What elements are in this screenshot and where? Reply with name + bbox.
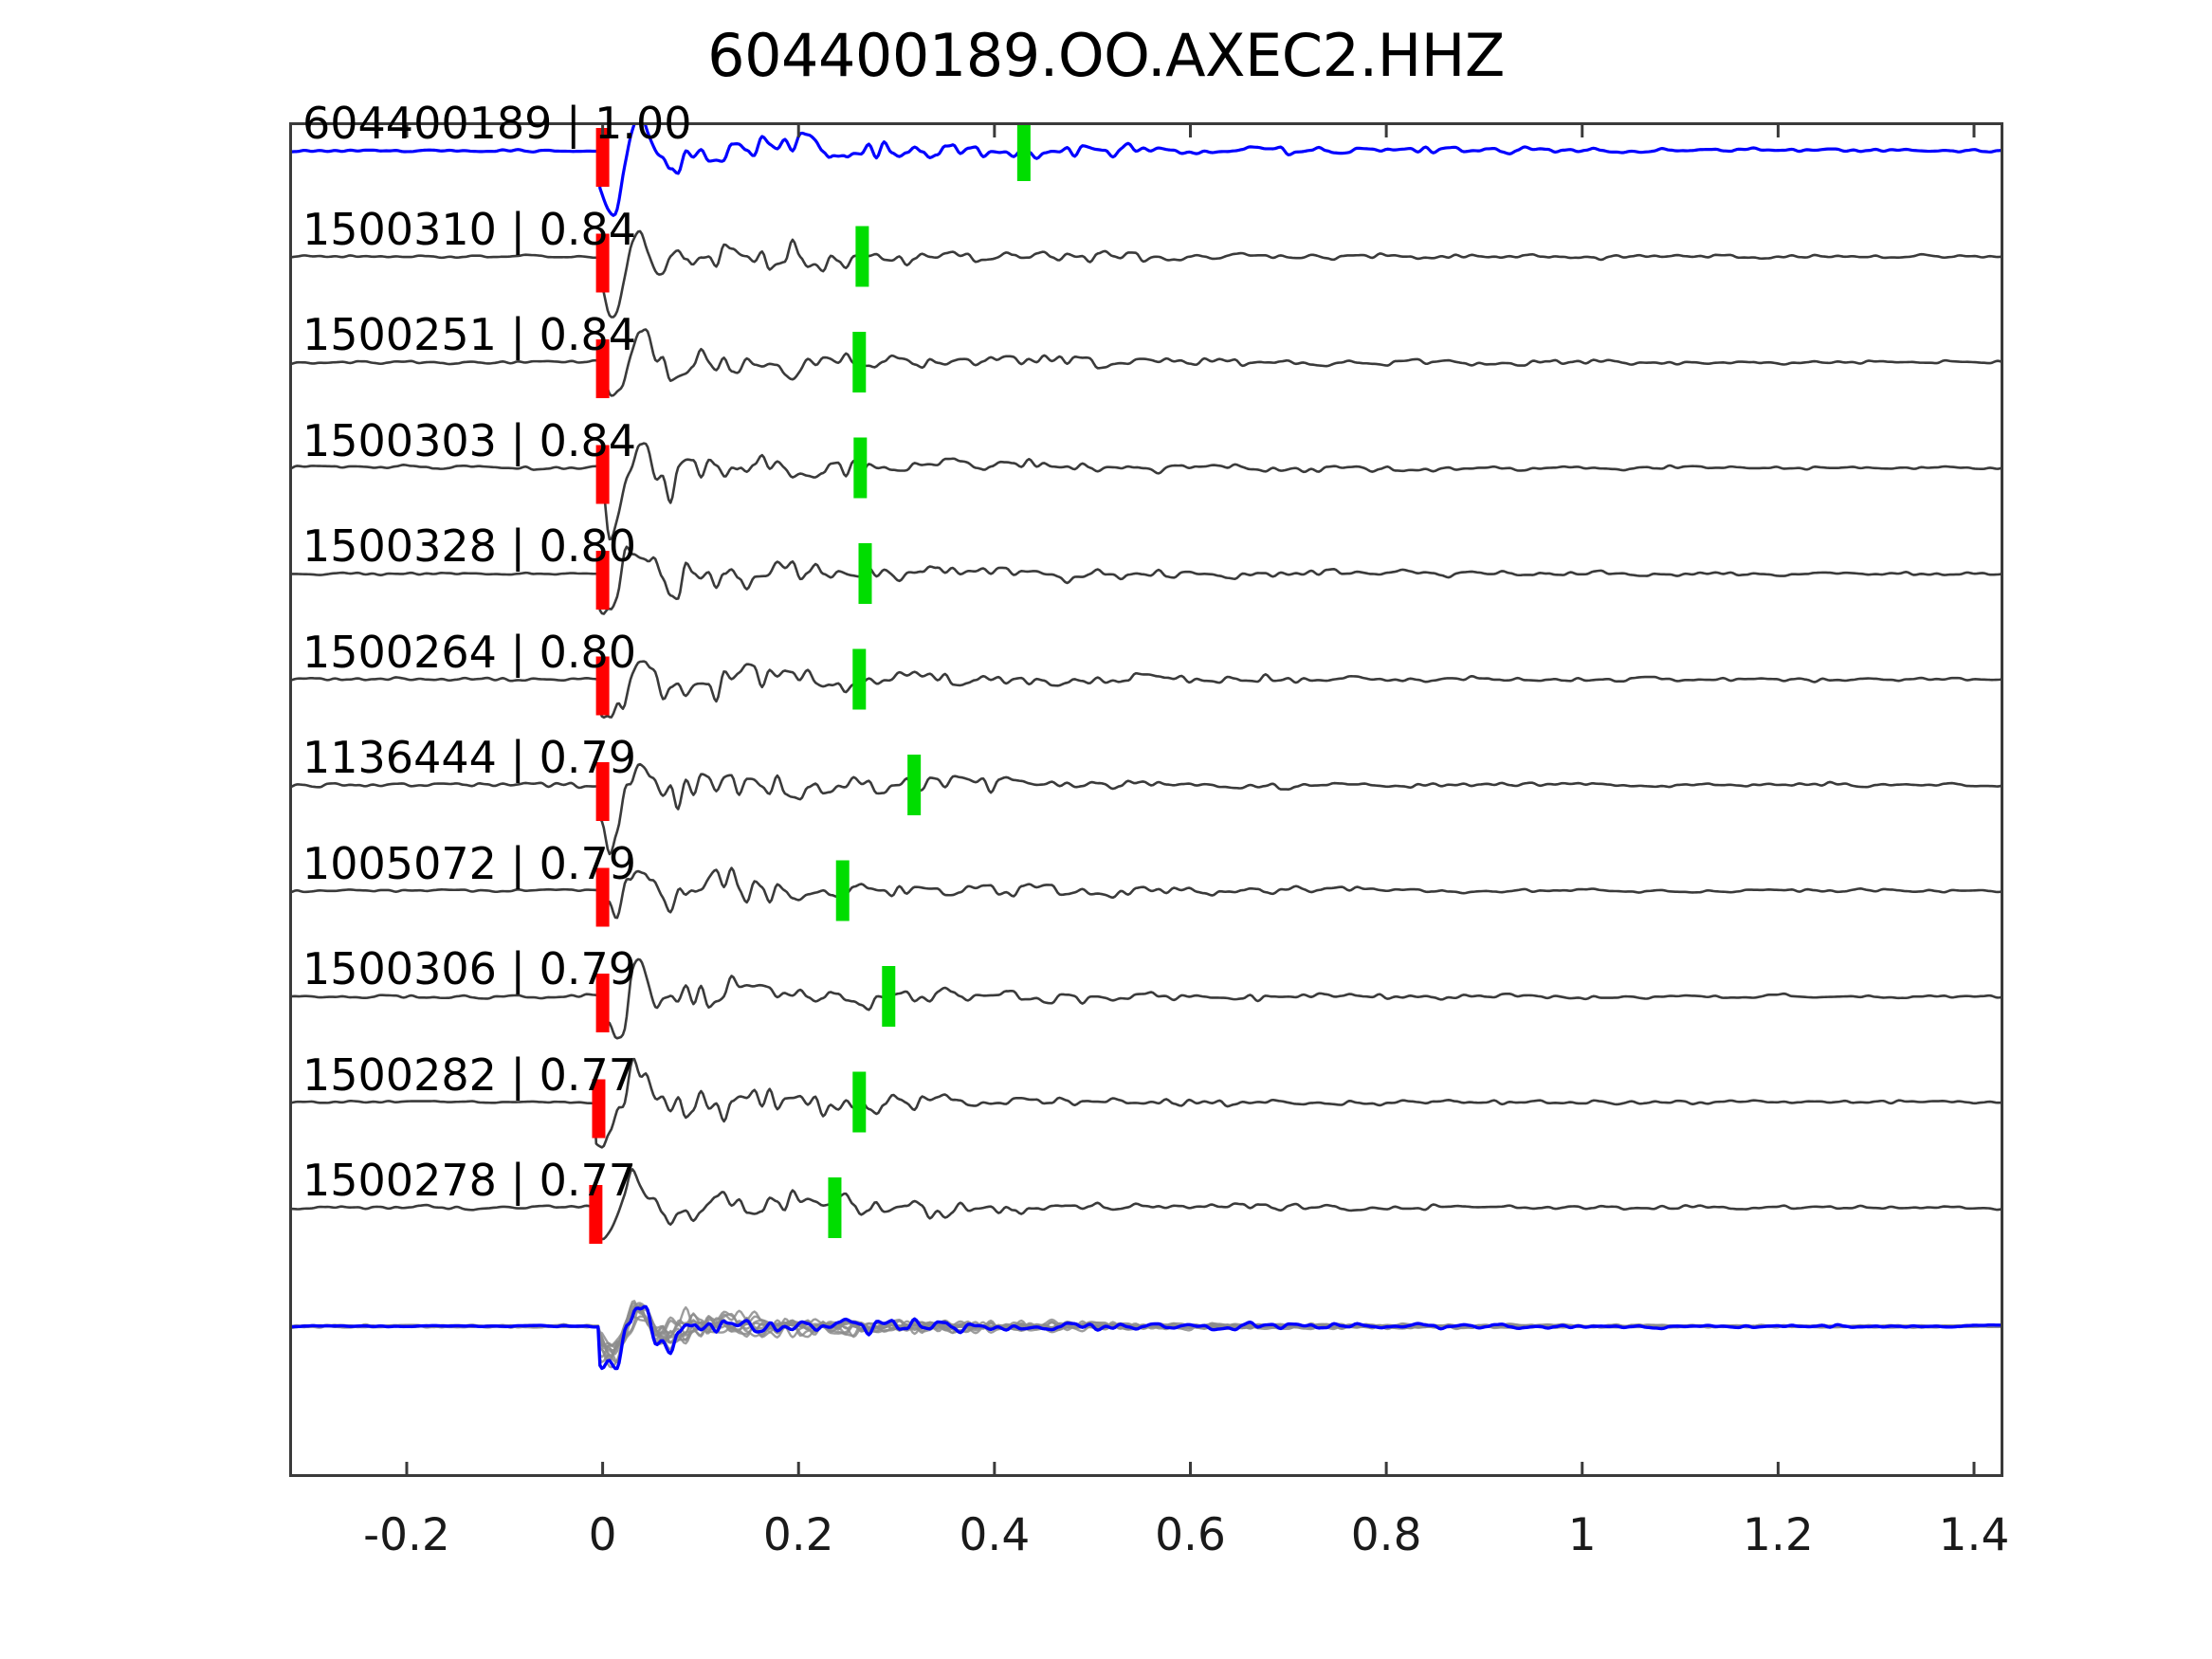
p-pick-marker[interactable]	[595, 974, 610, 1032]
s-pick-marker[interactable]	[835, 860, 850, 921]
stack-overlay-trace	[289, 1304, 2003, 1362]
x-tick-label: 0	[588, 1509, 617, 1561]
stack-overlay-trace	[289, 1300, 2003, 1369]
x-tick-label: 0.8	[1350, 1509, 1422, 1561]
s-pick-marker[interactable]	[852, 332, 867, 392]
stack-overlay-trace	[289, 1308, 2003, 1356]
waveform-trace	[289, 1057, 2003, 1149]
waveform-trace	[289, 660, 2003, 720]
trace-label: 1500264 | 0.80	[302, 626, 637, 678]
trace-row	[289, 1057, 2003, 1149]
trace-row	[289, 437, 2003, 541]
s-pick-marker[interactable]	[858, 543, 872, 604]
p-pick-marker[interactable]	[595, 551, 610, 610]
p-pick-marker[interactable]	[595, 233, 610, 293]
trace-label: 1500282 | 0.77	[302, 1048, 637, 1101]
stack-overlay-trace	[289, 1302, 2003, 1362]
p-pick-marker[interactable]	[595, 762, 610, 821]
trace-row	[289, 1168, 2003, 1244]
waveform-trace	[289, 1168, 2003, 1241]
waveform-svg	[289, 122, 2003, 1477]
trace-row	[289, 957, 2003, 1040]
trace-label: 1500303 | 0.84	[302, 414, 637, 466]
stack-overlay-trace	[289, 1315, 2003, 1359]
waveform-trace	[289, 328, 2003, 397]
s-pick-marker[interactable]	[828, 1177, 842, 1238]
waveform-trace	[289, 866, 2003, 924]
stack-overlay-trace	[289, 1308, 2003, 1363]
stack-overlay-panel	[289, 1300, 2003, 1371]
x-tick-label: 0.2	[762, 1509, 834, 1561]
x-tick-label: 1	[1567, 1509, 1597, 1561]
trace-label: 1500310 | 0.84	[302, 203, 637, 255]
s-pick-marker[interactable]	[853, 437, 868, 499]
x-tick-label: 0.6	[1155, 1509, 1226, 1561]
trace-label: 1500328 | 0.80	[302, 520, 637, 572]
stack-template-trace	[289, 1304, 2003, 1371]
trace-label: 1500278 | 0.77	[302, 1155, 637, 1206]
s-pick-marker[interactable]	[852, 648, 867, 710]
s-pick-marker[interactable]	[907, 755, 922, 815]
x-tick-label: -0.2	[363, 1509, 450, 1561]
waveform-trace	[289, 545, 2003, 615]
trace-label: 1136444 | 0.79	[302, 732, 637, 783]
trace-label: 1005072 | 0.79	[302, 837, 637, 889]
s-pick-marker[interactable]	[882, 966, 896, 1027]
trace-row	[289, 226, 2003, 319]
x-tick-label: 1.2	[1743, 1509, 1814, 1561]
s-pick-marker[interactable]	[855, 226, 869, 287]
waveform-trace	[289, 762, 2003, 856]
x-tick-label: 1.4	[1938, 1509, 2010, 1561]
p-pick-marker[interactable]	[595, 339, 610, 398]
plot-axes: 604400189 | 1.00 1500310 | 0.84 1500251 | …	[289, 98, 2003, 1477]
waveform-trace	[289, 229, 2003, 319]
page-title: 604400189.OO.AXEC2.HHZ	[707, 21, 1505, 90]
waveform-trace	[289, 442, 2003, 541]
stack-overlay-trace	[289, 1305, 2003, 1357]
x-tick-label: 0.4	[959, 1509, 1031, 1561]
waveform-trace	[289, 122, 2003, 217]
s-pick-marker[interactable]	[852, 1071, 867, 1133]
stack-overlay-trace	[289, 1315, 2003, 1358]
s-pick-marker[interactable]	[1016, 122, 1031, 181]
trace-row	[289, 122, 2003, 217]
p-pick-marker[interactable]	[595, 128, 610, 187]
p-pick-marker[interactable]	[595, 445, 610, 504]
trace-row	[289, 648, 2003, 720]
trace-row	[289, 755, 2003, 856]
p-pick-marker[interactable]	[595, 867, 610, 927]
trace-label: 1500251 | 0.84	[302, 309, 637, 360]
p-pick-marker[interactable]	[592, 1079, 606, 1139]
waveform-trace	[289, 957, 2003, 1040]
trace-label: 604400189 | 1.00	[302, 98, 692, 149]
trace-row	[289, 328, 2003, 398]
trace-label: 1500306 | 0.79	[302, 943, 637, 994]
x-axis-ticks: -0.2 0 0.2 0.4 0.6 0.8 1 1.2 1.4	[289, 1477, 2009, 1591]
p-pick-marker[interactable]	[589, 1185, 603, 1244]
trace-row	[289, 860, 2003, 927]
p-pick-marker[interactable]	[595, 656, 610, 716]
trace-row	[289, 543, 2003, 615]
